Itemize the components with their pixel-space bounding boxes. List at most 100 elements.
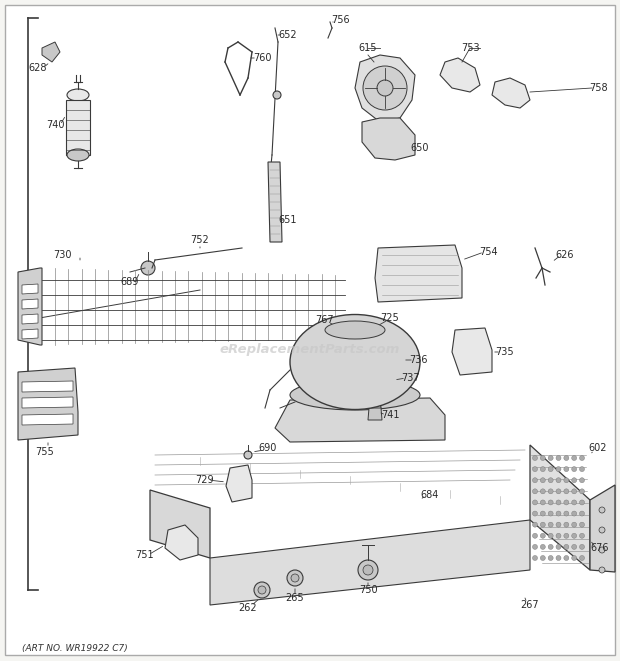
Circle shape — [580, 533, 585, 538]
Polygon shape — [22, 381, 73, 392]
Text: 737: 737 — [401, 373, 419, 383]
Circle shape — [556, 533, 561, 538]
Circle shape — [580, 545, 585, 549]
Text: 730: 730 — [53, 250, 71, 260]
Circle shape — [548, 522, 553, 527]
Circle shape — [541, 533, 546, 538]
Polygon shape — [22, 414, 73, 425]
Text: 676: 676 — [591, 543, 609, 553]
Circle shape — [258, 586, 266, 594]
Circle shape — [244, 451, 252, 459]
Circle shape — [580, 522, 585, 527]
Polygon shape — [22, 329, 38, 339]
Ellipse shape — [325, 321, 385, 339]
Circle shape — [548, 467, 553, 471]
Polygon shape — [22, 284, 38, 294]
Circle shape — [548, 500, 553, 505]
Circle shape — [564, 511, 569, 516]
Circle shape — [564, 500, 569, 505]
Circle shape — [533, 500, 538, 505]
Text: 740: 740 — [46, 120, 64, 130]
Circle shape — [363, 565, 373, 575]
Text: 758: 758 — [588, 83, 608, 93]
Polygon shape — [355, 55, 415, 122]
Circle shape — [564, 545, 569, 549]
Circle shape — [393, 355, 403, 365]
Circle shape — [533, 467, 538, 471]
Polygon shape — [375, 245, 462, 302]
Text: 602: 602 — [589, 443, 607, 453]
Text: 750: 750 — [359, 585, 378, 595]
Circle shape — [358, 560, 378, 580]
Circle shape — [291, 574, 299, 582]
Text: 689: 689 — [121, 277, 139, 287]
Polygon shape — [165, 525, 198, 560]
Circle shape — [564, 478, 569, 483]
Text: 760: 760 — [253, 53, 272, 63]
Text: 735: 735 — [495, 347, 515, 357]
Circle shape — [572, 455, 577, 461]
Text: eReplacementParts.com: eReplacementParts.com — [220, 344, 400, 356]
Polygon shape — [590, 485, 615, 572]
Circle shape — [541, 511, 546, 516]
Text: (ART NO. WR19922 C7): (ART NO. WR19922 C7) — [22, 644, 128, 652]
Circle shape — [580, 455, 585, 461]
Polygon shape — [362, 118, 415, 160]
Polygon shape — [150, 445, 590, 508]
Text: 690: 690 — [259, 443, 277, 453]
Circle shape — [556, 489, 561, 494]
Circle shape — [599, 527, 605, 533]
Ellipse shape — [67, 89, 89, 101]
Circle shape — [572, 467, 577, 471]
Circle shape — [548, 511, 553, 516]
Circle shape — [541, 467, 546, 471]
Circle shape — [386, 376, 394, 384]
Circle shape — [580, 555, 585, 561]
Text: 754: 754 — [479, 247, 497, 257]
Circle shape — [564, 489, 569, 494]
Circle shape — [572, 522, 577, 527]
Text: 628: 628 — [29, 63, 47, 73]
Circle shape — [287, 570, 303, 586]
Text: 615: 615 — [359, 43, 377, 53]
Circle shape — [533, 455, 538, 461]
Circle shape — [533, 545, 538, 549]
Polygon shape — [22, 314, 38, 324]
Circle shape — [548, 533, 553, 538]
Circle shape — [580, 500, 585, 505]
Text: 741: 741 — [381, 410, 399, 420]
Ellipse shape — [67, 149, 89, 161]
Text: 736: 736 — [409, 355, 427, 365]
Circle shape — [580, 467, 585, 471]
Circle shape — [273, 91, 281, 99]
Circle shape — [556, 478, 561, 483]
Circle shape — [564, 555, 569, 561]
Circle shape — [599, 567, 605, 573]
Circle shape — [556, 511, 561, 516]
Circle shape — [564, 455, 569, 461]
Text: 753: 753 — [461, 43, 479, 53]
Circle shape — [572, 533, 577, 538]
Text: 756: 756 — [330, 15, 349, 25]
Circle shape — [541, 455, 546, 461]
Circle shape — [548, 455, 553, 461]
Polygon shape — [275, 398, 445, 442]
Circle shape — [533, 489, 538, 494]
Circle shape — [564, 522, 569, 527]
Circle shape — [141, 261, 155, 275]
Text: 752: 752 — [190, 235, 210, 245]
Circle shape — [572, 545, 577, 549]
Circle shape — [556, 555, 561, 561]
Circle shape — [369, 402, 381, 414]
Circle shape — [572, 489, 577, 494]
Circle shape — [533, 511, 538, 516]
Circle shape — [548, 489, 553, 494]
Circle shape — [363, 66, 407, 110]
Polygon shape — [440, 58, 480, 92]
Text: 651: 651 — [279, 215, 297, 225]
Circle shape — [599, 547, 605, 553]
Circle shape — [541, 545, 546, 549]
Circle shape — [599, 507, 605, 513]
Text: 767: 767 — [316, 315, 334, 325]
Ellipse shape — [290, 315, 420, 410]
